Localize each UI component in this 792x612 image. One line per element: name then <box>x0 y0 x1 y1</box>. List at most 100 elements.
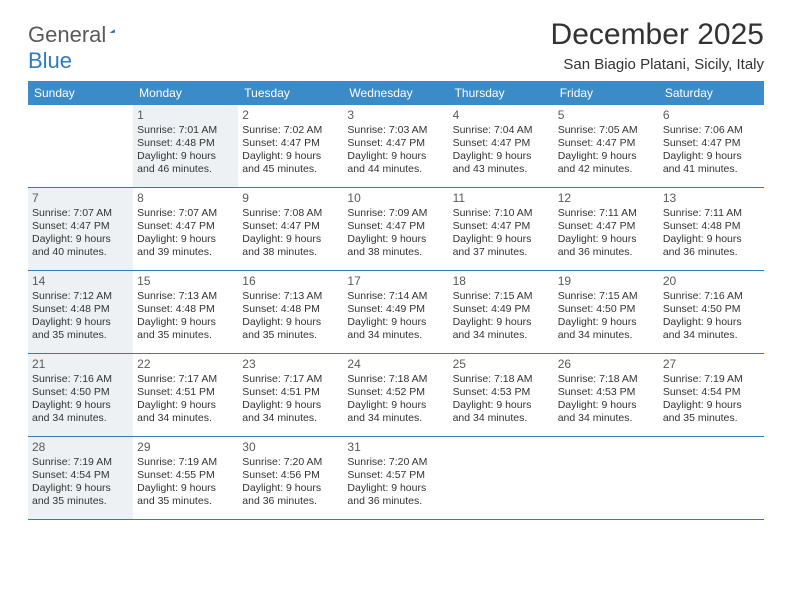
day-cell: 16Sunrise: 7:13 AMSunset: 4:48 PMDayligh… <box>238 271 343 353</box>
day-info: Sunrise: 7:18 AMSunset: 4:52 PMDaylight:… <box>347 373 444 426</box>
dow-wednesday: Wednesday <box>343 81 448 105</box>
dow-monday: Monday <box>133 81 238 105</box>
info-line: Sunset: 4:47 PM <box>137 220 234 233</box>
day-cell: 6Sunrise: 7:06 AMSunset: 4:47 PMDaylight… <box>659 105 764 187</box>
info-line: Sunset: 4:47 PM <box>347 137 444 150</box>
day-cell: 24 Sunrise: 7:18 AMSunset: 4:52 PMDayligh… <box>343 354 448 436</box>
info-line: Daylight: 9 hours <box>663 150 760 163</box>
day-info: Sunrise: 7:20 AMSunset: 4:56 PMDaylight:… <box>242 456 339 509</box>
info-line: and 39 minutes. <box>137 246 234 259</box>
info-line: Sunrise: 7:01 AM <box>137 124 234 137</box>
day-number: 22 <box>137 357 234 371</box>
info-line: and 34 minutes. <box>558 412 655 425</box>
day-number: 30 <box>242 440 339 454</box>
info-line: and 34 minutes. <box>453 412 550 425</box>
info-line: Daylight: 9 hours <box>663 233 760 246</box>
info-line: Daylight: 9 hours <box>347 482 444 495</box>
info-line: Daylight: 9 hours <box>137 233 234 246</box>
info-line: Sunset: 4:56 PM <box>242 469 339 482</box>
logo-text-blue: Blue <box>28 48 72 74</box>
day-number: 10 <box>347 191 444 205</box>
day-cell: 18 Sunrise: 7:15 AMSunset: 4:49 PMDayligh… <box>449 271 554 353</box>
logo-triangle-icon <box>110 20 115 42</box>
info-line: Sunset: 4:47 PM <box>242 220 339 233</box>
day-info: Sunrise: 7:17 AMSunset: 4:51 PMDaylight:… <box>137 373 234 426</box>
day-info: Sunrise: 7:14 AMSunset: 4:49 PMDaylight:… <box>347 290 444 343</box>
day-info: Sunrise: 7:13 AMSunset: 4:48 PMDaylight:… <box>242 290 339 343</box>
info-line: Sunset: 4:47 PM <box>663 137 760 150</box>
day-cell: 26Sunrise: 7:18 AMSunset: 4:53 PMDayligh… <box>554 354 659 436</box>
info-line: Sunrise: 7:16 AM <box>663 290 760 303</box>
day-cell: 14Sunrise: 7:12 AMSunset: 4:48 PMDayligh… <box>28 271 133 353</box>
info-line: Daylight: 9 hours <box>137 482 234 495</box>
info-line: Sunset: 4:47 PM <box>347 220 444 233</box>
day-number: 17 <box>347 274 444 288</box>
info-line: Daylight: 9 hours <box>137 399 234 412</box>
info-line: Sunset: 4:49 PM <box>347 303 444 316</box>
day-cell: 12Sunrise: 7:11 AMSunset: 4:47 PMDayligh… <box>554 188 659 270</box>
empty-cell <box>28 105 133 187</box>
info-line: and 35 minutes. <box>137 329 234 342</box>
info-line: and 38 minutes. <box>242 246 339 259</box>
info-line: Sunrise: 7:19 AM <box>137 456 234 469</box>
day-cell: 2Sunrise: 7:02 AMSunset: 4:47 PMDaylight… <box>238 105 343 187</box>
dow-saturday: Saturday <box>659 81 764 105</box>
day-cell: 19Sunrise: 7:15 AMSunset: 4:50 PMDayligh… <box>554 271 659 353</box>
day-cell: 25Sunrise: 7:18 AMSunset: 4:53 PMDayligh… <box>449 354 554 436</box>
info-line: Sunset: 4:48 PM <box>663 220 760 233</box>
day-number: 28 <box>32 440 129 454</box>
info-line: Daylight: 9 hours <box>32 482 129 495</box>
info-line: Sunrise: 7:07 AM <box>137 207 234 220</box>
day-info: Sunrise: 7:19 AMSunset: 4:55 PMDaylight:… <box>137 456 234 509</box>
logo-text-general: General <box>28 24 106 46</box>
week-row: 7Sunrise: 7:07 AMSunset: 4:47 PMDaylight… <box>28 188 764 271</box>
day-cell: 1Sunrise: 7:01 AMSunset: 4:48 PMDaylight… <box>133 105 238 187</box>
day-cell: 13Sunrise: 7:11 AMSunset: 4:48 PMDayligh… <box>659 188 764 270</box>
day-info: Sunrise: 7:02 AMSunset: 4:47 PMDaylight:… <box>242 124 339 177</box>
info-line: Daylight: 9 hours <box>32 316 129 329</box>
info-line: Sunset: 4:47 PM <box>558 220 655 233</box>
info-line: Sunset: 4:54 PM <box>32 469 129 482</box>
info-line: and 35 minutes. <box>137 495 234 508</box>
day-number: 8 <box>137 191 234 205</box>
day-info: Sunrise: 7:10 AMSunset: 4:47 PMDaylight:… <box>453 207 550 260</box>
day-number: 24 <box>347 357 444 371</box>
info-line: Daylight: 9 hours <box>558 316 655 329</box>
info-line: Daylight: 9 hours <box>347 150 444 163</box>
day-cell: 8 Sunrise: 7:07 AMSunset: 4:47 PMDaylight… <box>133 188 238 270</box>
day-cell: 23Sunrise: 7:17 AMSunset: 4:51 PMDayligh… <box>238 354 343 436</box>
empty-cell <box>554 437 659 519</box>
info-line: Sunrise: 7:18 AM <box>558 373 655 386</box>
day-cell: 30 Sunrise: 7:20 AMSunset: 4:56 PMDayligh… <box>238 437 343 519</box>
info-line: Sunset: 4:48 PM <box>242 303 339 316</box>
day-number: 18 <box>453 274 550 288</box>
info-line: and 35 minutes. <box>32 329 129 342</box>
weeks-container: 1Sunrise: 7:01 AMSunset: 4:48 PMDaylight… <box>28 105 764 520</box>
info-line: Sunset: 4:55 PM <box>137 469 234 482</box>
info-line: Daylight: 9 hours <box>242 233 339 246</box>
day-info: Sunrise: 7:15 AMSunset: 4:49 PMDaylight:… <box>453 290 550 343</box>
week-row: 21Sunrise: 7:16 AMSunset: 4:50 PMDayligh… <box>28 354 764 437</box>
day-cell: 27Sunrise: 7:19 AMSunset: 4:54 PMDayligh… <box>659 354 764 436</box>
info-line: Daylight: 9 hours <box>558 233 655 246</box>
info-line: and 37 minutes. <box>453 246 550 259</box>
day-info: Sunrise: 7:18 AMSunset: 4:53 PMDaylight:… <box>558 373 655 426</box>
day-number: 7 <box>32 191 129 205</box>
day-info: Sunrise: 7:04 AMSunset: 4:47 PMDaylight:… <box>453 124 550 177</box>
info-line: Sunset: 4:57 PM <box>347 469 444 482</box>
calendar-page: General December 2025 San Biagio Platani… <box>0 0 792 540</box>
day-number: 3 <box>347 108 444 122</box>
info-line: Sunrise: 7:17 AM <box>242 373 339 386</box>
day-info: Sunrise: 7:13 AMSunset: 4:48 PMDaylight:… <box>137 290 234 343</box>
info-line: Sunrise: 7:19 AM <box>663 373 760 386</box>
info-line: Sunrise: 7:18 AM <box>347 373 444 386</box>
day-cell: 28Sunrise: 7:19 AMSunset: 4:54 PMDayligh… <box>28 437 133 519</box>
info-line: Sunset: 4:47 PM <box>242 137 339 150</box>
info-line: Sunset: 4:49 PM <box>453 303 550 316</box>
info-line: Sunset: 4:47 PM <box>453 220 550 233</box>
info-line: and 36 minutes. <box>347 495 444 508</box>
day-info: Sunrise: 7:03 AMSunset: 4:47 PMDaylight:… <box>347 124 444 177</box>
info-line: Sunset: 4:51 PM <box>137 386 234 399</box>
info-line: and 34 minutes. <box>137 412 234 425</box>
info-line: Daylight: 9 hours <box>242 316 339 329</box>
